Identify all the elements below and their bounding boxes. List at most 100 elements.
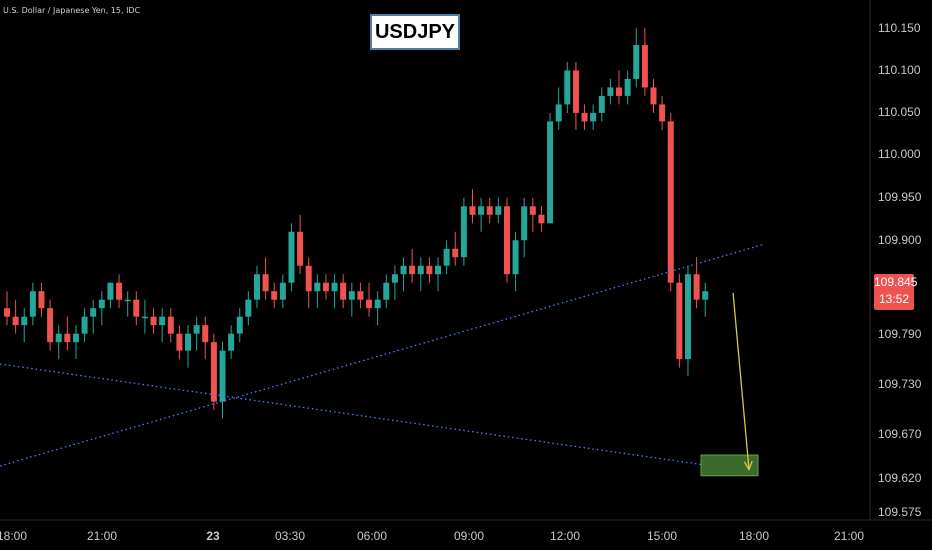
candle-body xyxy=(29,291,36,317)
candle xyxy=(400,257,407,292)
candle-body xyxy=(624,78,631,96)
candle xyxy=(12,299,19,334)
price-tick-label: 110.100 xyxy=(878,63,921,77)
candle xyxy=(598,87,605,122)
candle xyxy=(141,299,148,334)
candle-body xyxy=(262,274,269,292)
candle-body xyxy=(236,316,243,334)
price-tick-label: 110.000 xyxy=(878,147,921,161)
candle xyxy=(607,78,614,105)
time-tick-label: 18:00 xyxy=(739,529,769,543)
candle xyxy=(29,282,36,326)
candle xyxy=(478,197,485,232)
target-zone-box xyxy=(700,454,759,477)
candle-body xyxy=(64,333,71,343)
candle-body xyxy=(21,316,28,326)
candle-body xyxy=(159,316,166,326)
candle-body xyxy=(521,206,528,241)
projection-arrow xyxy=(732,292,750,470)
candle xyxy=(98,291,105,326)
candle-body xyxy=(495,206,502,215)
candle xyxy=(486,197,493,224)
candle-body xyxy=(417,265,424,275)
candle-body xyxy=(72,333,79,343)
candle-body xyxy=(245,299,252,317)
candle-body xyxy=(357,291,364,300)
candle xyxy=(555,87,562,130)
candle xyxy=(4,291,10,326)
time-tick-label: 23 xyxy=(206,529,220,543)
candle xyxy=(210,333,217,411)
candle-body xyxy=(383,282,390,300)
candle-body xyxy=(667,121,674,283)
time-tick-label: 18:00 xyxy=(0,529,27,543)
candle-body xyxy=(538,214,545,224)
time-tick-label: 15:00 xyxy=(647,529,677,543)
candle-body xyxy=(124,299,131,302)
candle xyxy=(366,282,373,317)
candle-body xyxy=(98,299,105,309)
candle-body xyxy=(107,282,114,300)
candle-body xyxy=(547,121,554,224)
bar-countdown: 13:52 xyxy=(878,292,910,306)
candle-body xyxy=(676,282,683,360)
candle xyxy=(443,240,450,275)
candle xyxy=(581,104,588,130)
candle xyxy=(348,282,355,317)
candle xyxy=(245,291,252,326)
candle xyxy=(659,95,666,130)
trendlines-layer xyxy=(0,243,766,477)
price-tick-label: 109.790 xyxy=(878,327,922,341)
candle xyxy=(590,104,597,130)
candle xyxy=(322,274,329,300)
candle-body xyxy=(598,95,605,113)
candle-body xyxy=(590,112,597,122)
candle xyxy=(159,308,166,343)
candle xyxy=(305,257,312,309)
candle xyxy=(21,308,28,343)
candle-body xyxy=(443,248,450,266)
candle xyxy=(219,342,226,419)
candle-body xyxy=(366,299,373,309)
candle xyxy=(633,28,640,88)
candle xyxy=(426,257,433,283)
candle-body xyxy=(512,240,519,275)
candle xyxy=(72,325,79,360)
projection-arrowhead xyxy=(743,460,753,471)
candle xyxy=(253,265,260,309)
candle xyxy=(176,325,183,360)
candle-body xyxy=(529,206,536,215)
candle xyxy=(667,112,674,292)
candle-body xyxy=(607,87,614,96)
candle-body xyxy=(391,274,398,283)
price-tick-label: 109.950 xyxy=(878,190,922,204)
candle xyxy=(124,291,131,317)
candle-body xyxy=(659,104,666,122)
candle-body xyxy=(641,44,648,88)
candle-body xyxy=(150,316,157,326)
candle xyxy=(357,282,364,309)
candle-body xyxy=(435,265,441,275)
time-tick-label: 03:30 xyxy=(275,529,305,543)
candle xyxy=(374,291,381,326)
candle xyxy=(279,274,286,309)
candle xyxy=(116,274,123,309)
time-tick-label: 09:00 xyxy=(454,529,484,543)
candle-body xyxy=(633,44,640,79)
candle-body xyxy=(503,206,510,275)
candle xyxy=(38,282,45,317)
last-price-badge: 109.845 13:52 xyxy=(874,274,917,310)
candle-body xyxy=(297,231,304,266)
candle xyxy=(81,308,88,343)
candle xyxy=(650,78,657,113)
candle xyxy=(409,248,416,283)
candle xyxy=(547,112,554,224)
candle-body xyxy=(452,248,459,258)
candle-body xyxy=(219,350,226,402)
candle-body xyxy=(4,308,10,317)
candle-body xyxy=(331,282,338,292)
price-tick-label: 109.670 xyxy=(878,427,922,441)
candle-body xyxy=(81,316,88,334)
price-axis: 110.150 110.100 110.050 110.000 109.950 109.9… xyxy=(869,0,922,520)
